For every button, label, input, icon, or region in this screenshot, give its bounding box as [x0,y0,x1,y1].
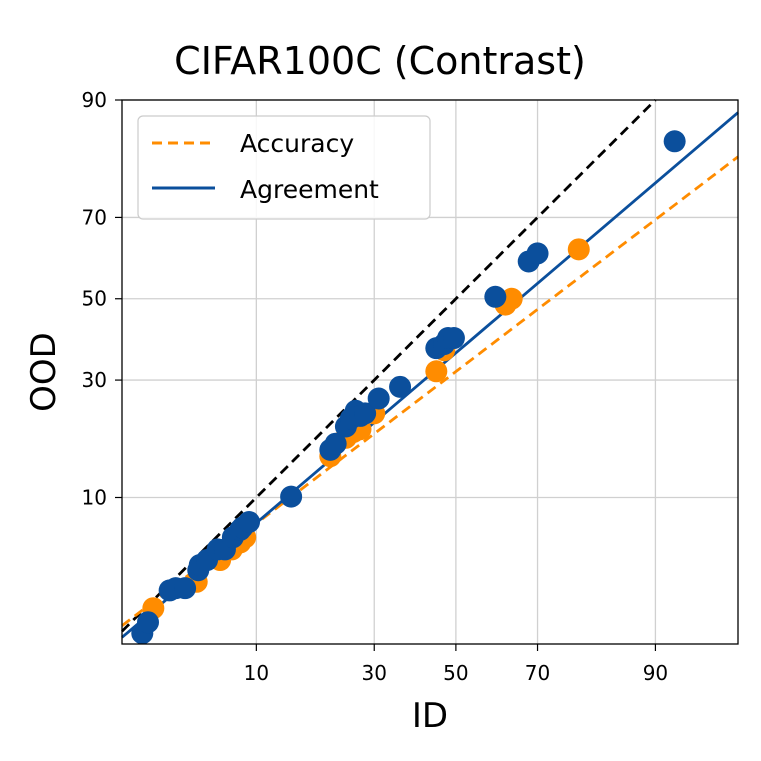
point-agreement-16 [324,432,347,455]
y-tick-label-50: 50 [82,287,107,311]
point-accuracy-15 [567,238,590,261]
point-agreement-28 [484,285,507,308]
y-tick-label-30: 30 [82,368,107,392]
y-tick-label-90: 90 [82,88,107,112]
ticks: 10 30 50 70 90 10 30 50 70 90 [82,88,669,685]
point-agreement-22 [367,387,390,410]
x-tick-label-10: 10 [244,661,269,685]
reference-line-y-equals-x [121,99,657,633]
y-tick-label-70: 70 [82,205,107,229]
x-tick-label-90: 90 [643,661,668,685]
legend-label-accuracy: Accuracy [240,129,354,158]
data-points [131,130,686,645]
legend: Accuracy Agreement [137,115,431,220]
chart-title: CIFAR100C (Contrast) [174,39,586,83]
reference-line [121,99,657,633]
legend-label-agreement: Agreement [240,175,379,204]
x-axis-label: ID [412,696,448,736]
point-agreement-14 [280,485,303,508]
point-accuracy-11 [425,360,448,383]
x-tick-label-70: 70 [525,661,550,685]
x-tick-label-50: 50 [443,661,468,685]
point-agreement-4 [174,577,197,600]
y-axis-label: OOD [24,332,64,412]
point-accuracy-14 [500,287,523,310]
point-agreement-1 [137,611,160,634]
point-agreement-13 [238,510,261,533]
point-agreement-31 [663,130,686,153]
point-agreement-27 [442,327,465,350]
point-agreement-23 [389,375,412,398]
point-agreement-21 [354,402,377,425]
y-tick-label-10: 10 [82,485,107,509]
x-tick-label-30: 30 [362,661,387,685]
plot-border [121,99,739,645]
legend-box [137,115,431,220]
point-agreement-30 [526,242,549,265]
